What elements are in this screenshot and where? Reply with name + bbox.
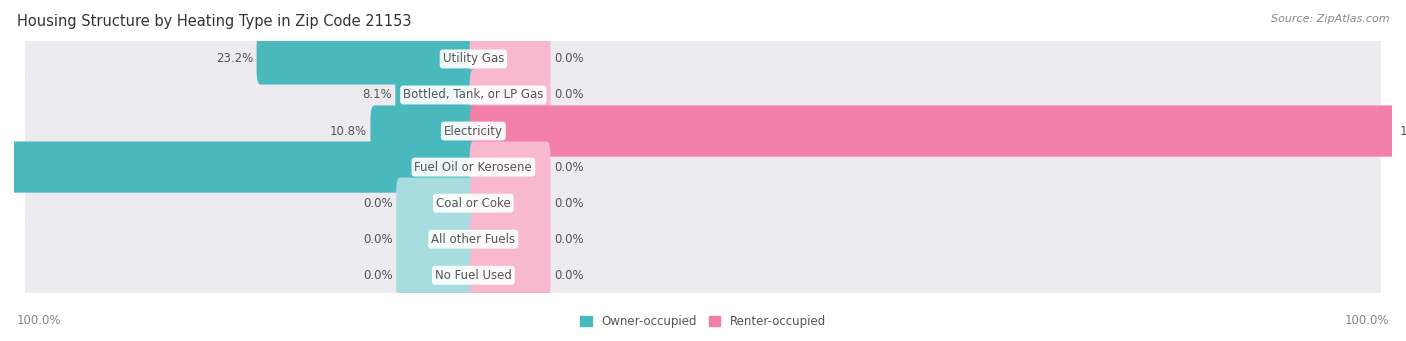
FancyBboxPatch shape (470, 142, 551, 193)
FancyBboxPatch shape (470, 250, 551, 301)
FancyBboxPatch shape (395, 70, 477, 121)
Text: 100.0%: 100.0% (1344, 314, 1389, 327)
FancyBboxPatch shape (470, 178, 551, 229)
FancyBboxPatch shape (470, 213, 551, 265)
FancyBboxPatch shape (470, 33, 551, 85)
FancyBboxPatch shape (396, 178, 477, 229)
Legend: Owner-occupied, Renter-occupied: Owner-occupied, Renter-occupied (575, 310, 831, 333)
Text: 0.0%: 0.0% (554, 161, 583, 174)
FancyBboxPatch shape (396, 213, 477, 265)
FancyBboxPatch shape (25, 69, 1381, 121)
Text: 0.0%: 0.0% (554, 53, 583, 65)
Text: 0.0%: 0.0% (554, 197, 583, 210)
FancyBboxPatch shape (256, 33, 477, 85)
Text: Utility Gas: Utility Gas (443, 53, 503, 65)
Text: Source: ZipAtlas.com: Source: ZipAtlas.com (1271, 14, 1389, 24)
Text: Electricity: Electricity (444, 124, 503, 137)
Text: Fuel Oil or Kerosene: Fuel Oil or Kerosene (415, 161, 533, 174)
Text: 100.0%: 100.0% (17, 314, 62, 327)
Text: 100.0%: 100.0% (1399, 124, 1406, 137)
Text: 0.0%: 0.0% (363, 233, 392, 246)
FancyBboxPatch shape (25, 33, 1381, 85)
FancyBboxPatch shape (25, 249, 1381, 301)
FancyBboxPatch shape (25, 105, 1381, 157)
FancyBboxPatch shape (370, 105, 477, 157)
Text: 0.0%: 0.0% (363, 197, 392, 210)
Text: No Fuel Used: No Fuel Used (434, 269, 512, 282)
FancyBboxPatch shape (396, 250, 477, 301)
FancyBboxPatch shape (25, 213, 1381, 265)
Text: 0.0%: 0.0% (554, 233, 583, 246)
Text: 0.0%: 0.0% (363, 269, 392, 282)
FancyBboxPatch shape (470, 105, 1396, 157)
FancyBboxPatch shape (470, 70, 551, 121)
Text: 8.1%: 8.1% (361, 89, 392, 102)
Text: 0.0%: 0.0% (554, 89, 583, 102)
FancyBboxPatch shape (25, 177, 1381, 229)
Text: Housing Structure by Heating Type in Zip Code 21153: Housing Structure by Heating Type in Zip… (17, 14, 412, 29)
Text: 10.8%: 10.8% (329, 124, 367, 137)
Text: Coal or Coke: Coal or Coke (436, 197, 510, 210)
Text: All other Fuels: All other Fuels (432, 233, 516, 246)
FancyBboxPatch shape (25, 141, 1381, 193)
Text: 0.0%: 0.0% (554, 269, 583, 282)
FancyBboxPatch shape (0, 142, 477, 193)
Text: 23.2%: 23.2% (215, 53, 253, 65)
Text: Bottled, Tank, or LP Gas: Bottled, Tank, or LP Gas (404, 89, 544, 102)
